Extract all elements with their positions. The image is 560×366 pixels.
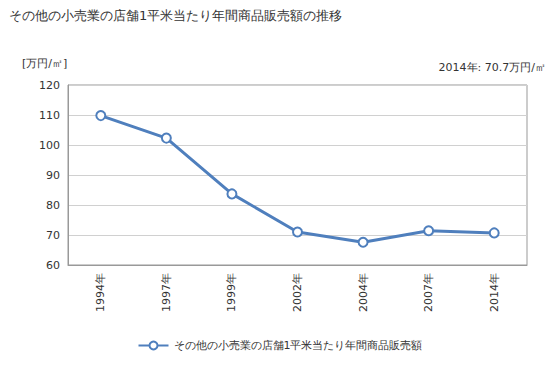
svg-text:その他の小売業の店舗1平米当たり年間商品販売額: その他の小売業の店舗1平米当たり年間商品販売額: [174, 339, 423, 352]
svg-text:2014年: 2014年: [488, 273, 501, 312]
svg-text:100: 100: [39, 139, 60, 152]
svg-text:2004年: 2004年: [357, 273, 370, 312]
svg-text:1994年: 1994年: [94, 273, 107, 312]
svg-text:2002年: 2002年: [291, 273, 304, 312]
svg-text:120: 120: [39, 79, 60, 92]
svg-text:70: 70: [46, 229, 60, 242]
svg-text:[万円/㎡]: [万円/㎡]: [22, 57, 67, 70]
svg-text:60: 60: [46, 259, 60, 272]
svg-text:90: 90: [46, 169, 60, 182]
svg-text:1999年: 1999年: [225, 273, 238, 312]
svg-text:2014年: 70.7万円/㎡: 2014年: 70.7万円/㎡: [439, 61, 546, 74]
svg-text:その他の小売業の店舗1平米当たり年間商品販売額の推移: その他の小売業の店舗1平米当たり年間商品販売額の推移: [9, 8, 342, 23]
svg-text:2007年: 2007年: [422, 273, 435, 312]
svg-text:80: 80: [46, 199, 60, 212]
svg-text:1997年: 1997年: [160, 273, 173, 312]
svg-text:110: 110: [39, 109, 60, 122]
